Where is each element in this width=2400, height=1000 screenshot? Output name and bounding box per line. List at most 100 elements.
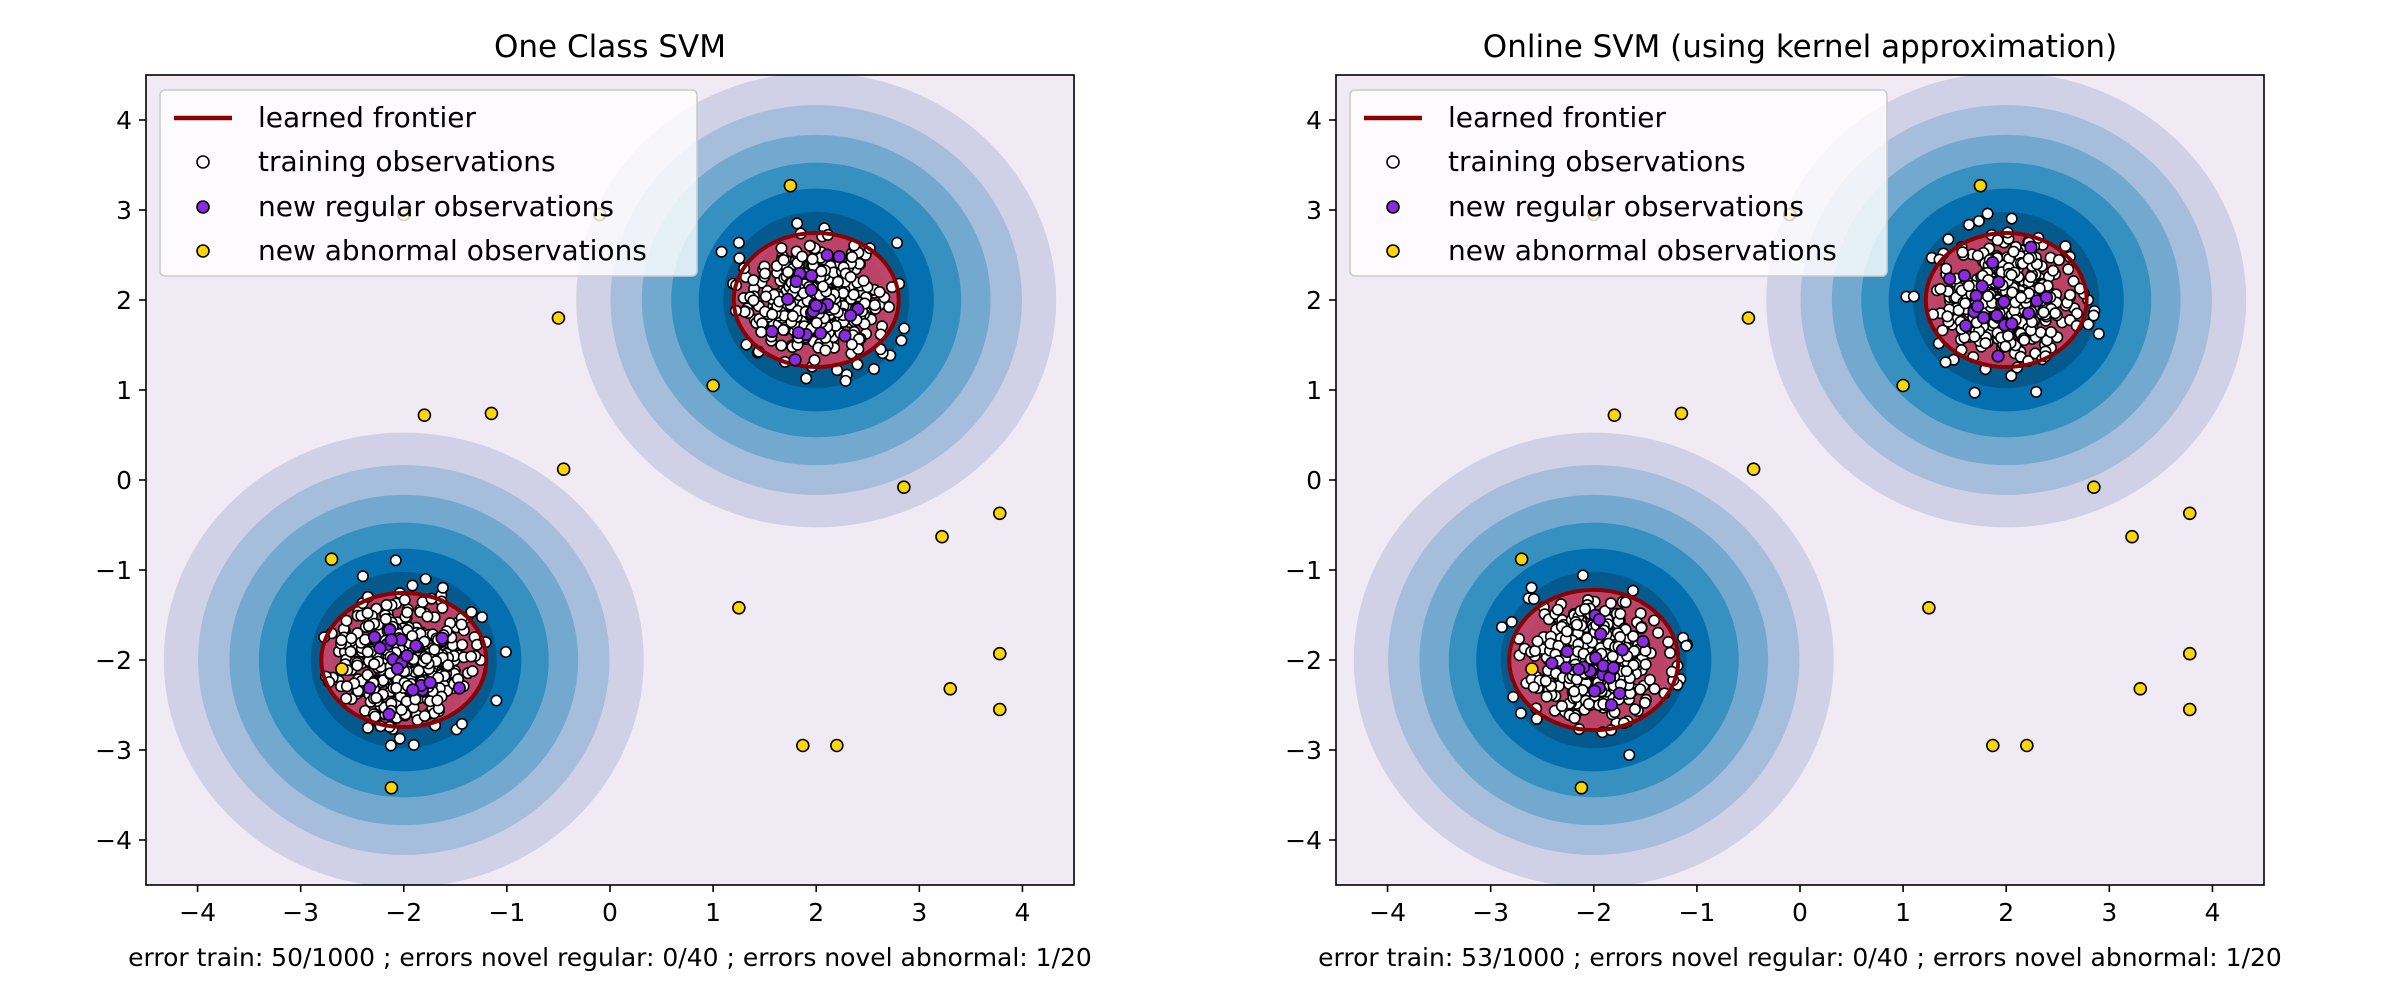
x-axis-label: error train: 53/1000 ; errors novel regu… (1318, 943, 2282, 972)
regular-point (423, 675, 437, 690)
training-point (1652, 626, 1665, 639)
legend: learned frontier training observations new… (1349, 89, 1888, 277)
training-point (351, 659, 364, 672)
y-tick-label: 0 (1306, 466, 1322, 495)
training-point (362, 619, 375, 632)
learned-frontier-line (319, 590, 489, 730)
regular-point (373, 641, 387, 655)
training-point (2059, 240, 2072, 253)
regular-point (813, 326, 828, 340)
abnormal-point (2182, 506, 2197, 521)
abnormal-point (706, 378, 720, 393)
training-point (845, 338, 858, 351)
regular-point (789, 274, 803, 289)
regular-point (1943, 272, 1957, 286)
training-point (340, 614, 353, 627)
training-point (431, 694, 444, 707)
training-point (796, 250, 809, 263)
abnormal-point (935, 529, 949, 544)
regular-point (1971, 299, 1985, 313)
training-point (847, 288, 860, 301)
regular-point (2024, 240, 2038, 254)
training-point (1962, 279, 1975, 292)
training-point (1576, 569, 1589, 582)
training-point (1514, 707, 1527, 720)
regular-point (1592, 613, 1606, 627)
training-point (2018, 334, 2031, 347)
training-point (791, 217, 804, 230)
legend-swatch-training (1386, 155, 1400, 169)
regular-point (1991, 349, 2005, 363)
training-point (732, 236, 745, 249)
x-tick-label: 0 (1792, 898, 1808, 927)
training-point (1648, 614, 1661, 627)
legend-label: new abnormal observations (258, 234, 647, 267)
y-tick-label: −3 (1285, 736, 1322, 765)
training-point (1507, 690, 1520, 703)
training-point (380, 598, 393, 611)
training-point (1959, 297, 1972, 310)
regular-point (765, 324, 779, 339)
training-point (419, 572, 432, 585)
training-point (465, 606, 478, 619)
y-tick-label: 1 (116, 376, 132, 405)
abnormal-point (2125, 529, 2139, 544)
training-point (758, 267, 771, 280)
abnormal-point (2133, 681, 2148, 696)
training-point (1981, 207, 1994, 220)
training-point (418, 709, 431, 722)
regular-point (1560, 644, 1574, 659)
training-point (1619, 596, 1632, 609)
regular-point (2005, 317, 2019, 331)
abnormal-point (417, 408, 432, 423)
training-point (1643, 673, 1656, 686)
training-point (456, 638, 469, 651)
training-point (1962, 218, 1975, 231)
legend-label: training observations (1448, 145, 1746, 178)
regular-point (1957, 269, 1972, 283)
x-tick-label: 4 (2204, 898, 2220, 927)
training-point (465, 650, 478, 663)
training-point (1956, 246, 1969, 259)
x-tick-label: 4 (1014, 898, 1030, 927)
regular-point (2039, 290, 2054, 305)
training-point (406, 579, 419, 592)
training-point (868, 299, 881, 312)
learned-frontier-line (1507, 587, 1681, 733)
chart-title: One Class SVM (494, 29, 726, 65)
regular-point (2022, 306, 2036, 320)
x-tick-label: 2 (1998, 898, 2014, 927)
regular-point (804, 268, 819, 283)
plot-area (163, 75, 1057, 885)
regular-point (1589, 651, 1603, 665)
y-tick-label: −1 (1285, 556, 1322, 585)
training-point (401, 606, 414, 619)
training-point (766, 308, 779, 321)
regular-point (363, 681, 377, 695)
training-point (803, 239, 816, 252)
abnormal-point (992, 702, 1007, 717)
training-point (759, 290, 772, 303)
training-point (2052, 253, 2065, 266)
training-point (2037, 306, 2050, 319)
training-point (420, 652, 433, 665)
training-point (800, 372, 813, 385)
plot-area (1353, 75, 2247, 885)
legend-label: new abnormal observations (1448, 234, 1837, 267)
abnormal-point (1574, 780, 1589, 795)
training-point (356, 570, 369, 583)
training-point (1620, 665, 1633, 678)
regular-point (792, 326, 806, 340)
abnormal-point (1525, 662, 1539, 676)
training-point (819, 344, 832, 357)
abnormal-point (1514, 552, 1529, 567)
x-tick-label: −3 (1472, 898, 1509, 927)
training-point (1623, 748, 1636, 761)
training-point (839, 374, 852, 387)
training-point (1934, 283, 1947, 296)
legend-label: learned frontier (258, 101, 476, 134)
y-tick-label: 2 (116, 286, 132, 315)
training-point (395, 703, 408, 716)
legend-label: learned frontier (1448, 101, 1666, 134)
